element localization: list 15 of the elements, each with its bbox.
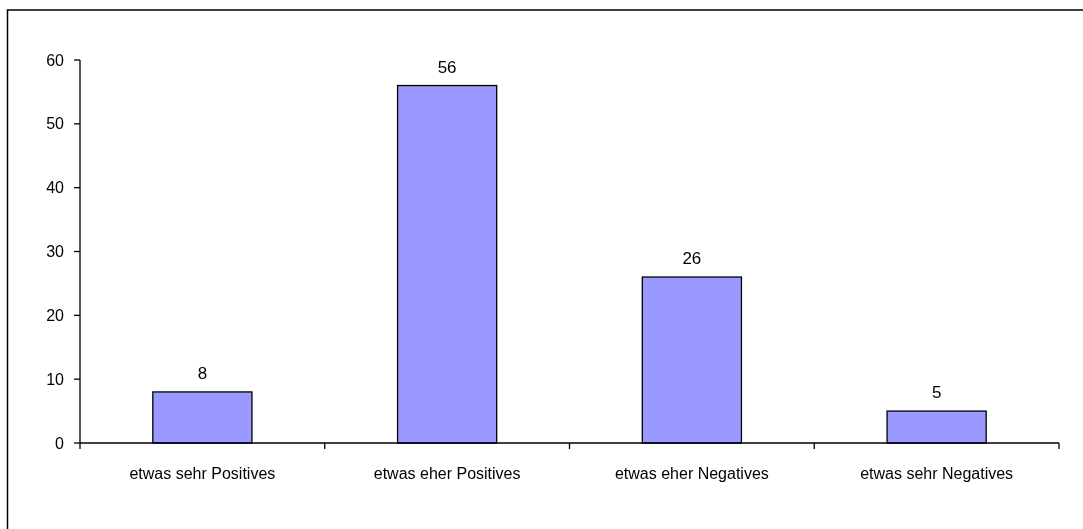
y-tick-label: 60 [46,51,65,69]
y-tick-label: 0 [55,434,65,452]
y-tick-label: 30 [46,243,65,261]
x-tick-label: etwas sehr Positives [129,465,276,482]
y-tick-label: 50 [46,115,65,133]
x-tick-label: etwas eher Positives [373,465,521,482]
x-tick-label: etwas sehr Negatives [860,465,1014,482]
data-label: 26 [682,249,702,269]
data-label: 8 [197,363,208,383]
x-tick-label: etwas eher Negatives [614,465,769,482]
y-tick-label: 10 [46,370,65,388]
y-tick-label: 20 [46,306,65,324]
y-tick-label: 40 [46,179,65,197]
data-label: 5 [931,383,942,403]
data-label: 56 [437,57,457,77]
